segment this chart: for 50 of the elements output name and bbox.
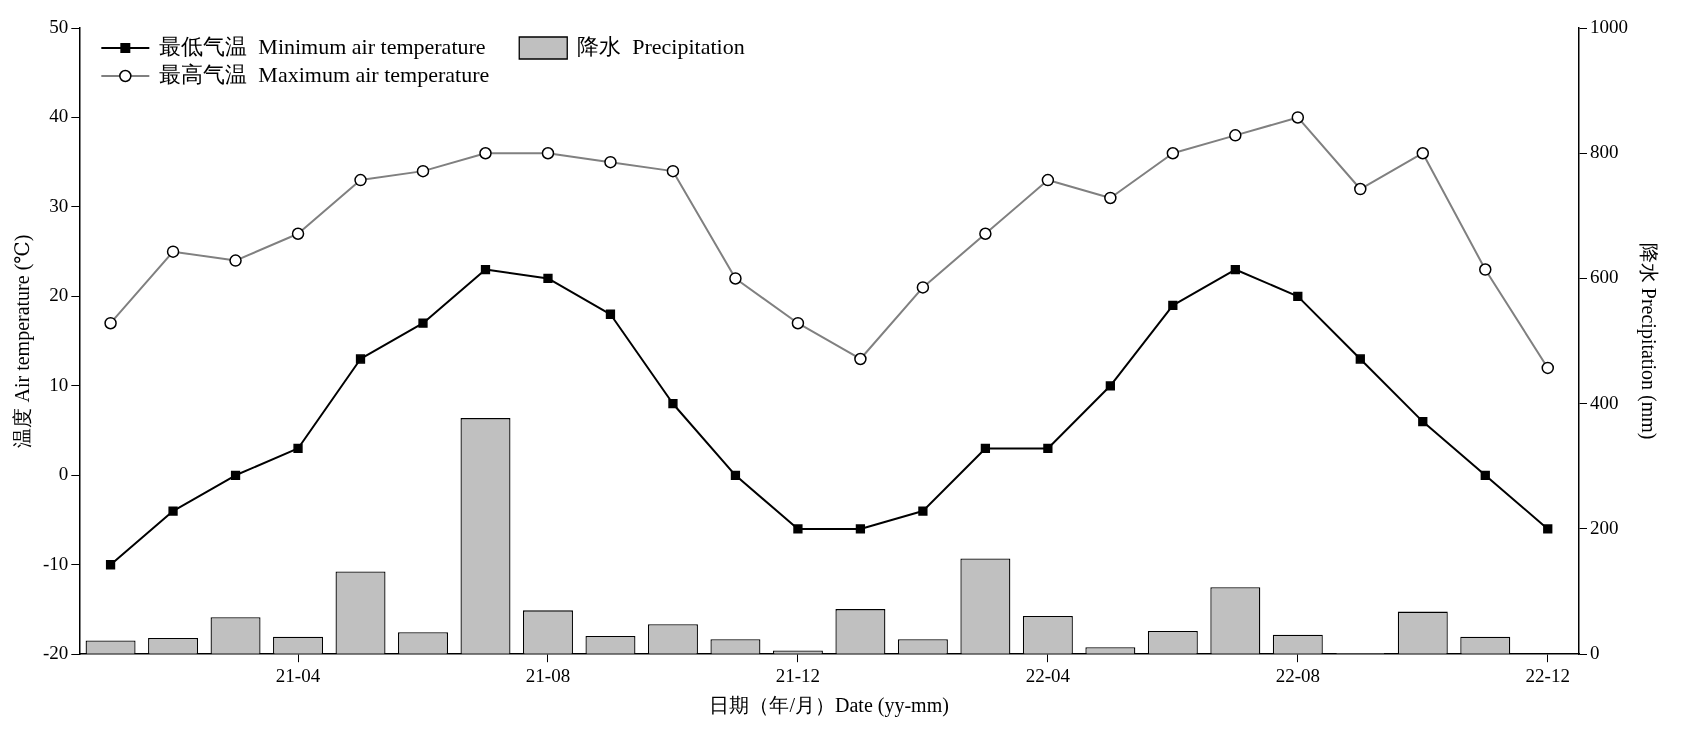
point — [1105, 381, 1115, 391]
legend-label: 降水 Precipitation — [577, 33, 745, 59]
point — [480, 264, 491, 275]
x-tick-label: 21-12 — [775, 664, 821, 686]
x-tick-label: 21-08 — [525, 664, 571, 686]
y2-tick-label: 800 — [1590, 141, 1619, 163]
y-tick-label: 10 — [49, 373, 69, 395]
point — [1418, 416, 1428, 427]
point — [418, 318, 428, 328]
point — [293, 443, 303, 454]
point — [855, 524, 866, 534]
point — [918, 506, 928, 516]
point — [793, 524, 803, 534]
legend-label: 最低气温 Minimum air temperature — [159, 33, 486, 59]
y2-tick-label: 600 — [1590, 266, 1619, 288]
x-tick-label: 21-04 — [275, 664, 321, 686]
point — [1043, 443, 1053, 454]
y-tick-label: 0 — [58, 463, 69, 485]
y2-tick-label: 400 — [1590, 391, 1619, 413]
point — [1230, 264, 1240, 275]
point — [168, 506, 178, 516]
point — [1355, 354, 1365, 364]
y-axis-title: 温度 Air temperature (℃) — [11, 234, 35, 448]
point — [1480, 470, 1490, 480]
point — [230, 470, 241, 480]
x-tick-label: 22-12 — [1525, 664, 1570, 686]
point — [605, 309, 616, 319]
x-tick-label: 22-08 — [1275, 664, 1320, 686]
y2-tick-label: 1000 — [1590, 15, 1628, 37]
legend-label: 最高气温 Maximum air temperature — [159, 61, 490, 87]
y-tick-label: 30 — [49, 194, 69, 216]
y-tick-label: 40 — [49, 105, 69, 127]
point — [355, 354, 366, 364]
y-tick-label: -10 — [43, 552, 69, 574]
point — [105, 560, 116, 570]
x-axis-title: 日期（年/月）Date (yy-mm) — [709, 694, 949, 718]
y-tick-label: 50 — [49, 15, 69, 37]
point — [1293, 291, 1303, 302]
y2-axis-title: 降水 Precipitation (mm) — [1636, 242, 1660, 440]
y2-tick-label: 200 — [1590, 516, 1619, 538]
y2-tick-label: 0 — [1590, 642, 1600, 664]
point — [980, 443, 991, 454]
point — [1543, 524, 1553, 534]
point — [668, 399, 678, 409]
y-tick-label: -20 — [43, 642, 69, 664]
point — [543, 273, 553, 284]
y-tick-label: 20 — [49, 284, 69, 306]
point — [730, 470, 741, 480]
x-tick-label: 22-04 — [1025, 664, 1071, 686]
point — [1168, 300, 1178, 310]
